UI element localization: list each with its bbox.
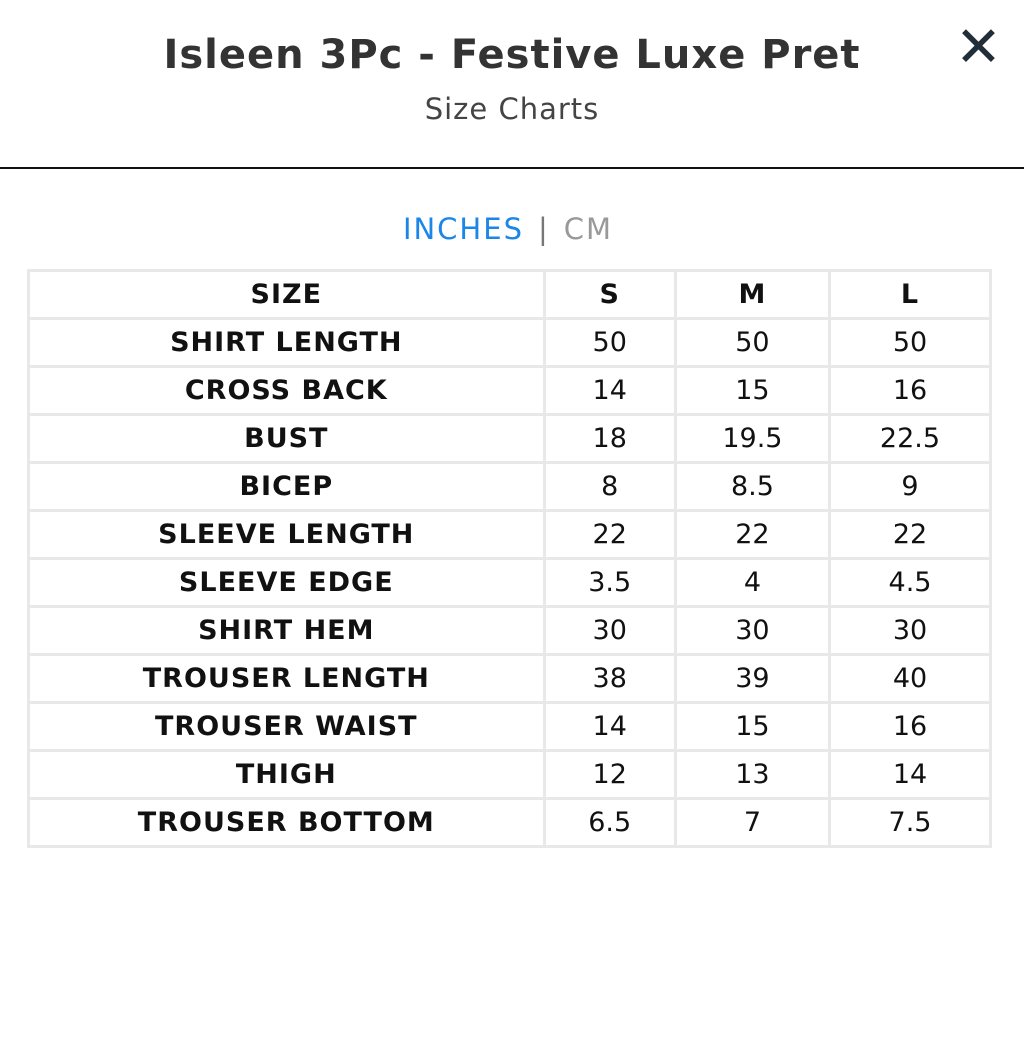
measurement-label: TROUSER BOTTOM: [27, 797, 546, 848]
table-row: BUST 18 19.5 22.5: [27, 413, 993, 464]
measurement-value: 13: [673, 749, 831, 800]
measurement-label: BUST: [27, 413, 546, 464]
measurement-value: 9: [827, 461, 993, 512]
measurement-value: 7.5: [827, 797, 993, 848]
measurement-value: 19.5: [673, 413, 831, 464]
measurement-value: 22: [542, 509, 677, 560]
unit-separator: |: [537, 212, 550, 246]
table-row: SLEEVE EDGE 3.5 4 4.5: [27, 557, 993, 608]
table-row: SHIRT LENGTH 50 50 50: [27, 317, 993, 368]
measurement-value: 30: [673, 605, 831, 656]
column-header: M: [673, 269, 831, 320]
measurement-label: SLEEVE LENGTH: [27, 509, 546, 560]
measurement-label: TROUSER LENGTH: [27, 653, 546, 704]
divider: [0, 167, 1024, 169]
measurement-value: 4.5: [827, 557, 993, 608]
measurement-value: 50: [542, 317, 677, 368]
close-icon[interactable]: ✕: [955, 15, 1002, 80]
measurement-value: 8.5: [673, 461, 831, 512]
page-subtitle: Size Charts: [424, 92, 600, 126]
measurement-value: 14: [542, 701, 677, 752]
measurement-value: 12: [542, 749, 677, 800]
measurement-value: 16: [827, 701, 993, 752]
measurement-value: 22: [827, 509, 993, 560]
measurement-value: 14: [827, 749, 993, 800]
table-row: CROSS BACK 14 15 16: [27, 365, 993, 416]
measurement-value: 30: [542, 605, 677, 656]
column-header: SIZE: [27, 269, 546, 320]
measurement-label: CROSS BACK: [27, 365, 546, 416]
measurement-label: SHIRT LENGTH: [27, 317, 546, 368]
measurement-value: 8: [542, 461, 677, 512]
measurement-label: BICEP: [27, 461, 546, 512]
unit-toggle: INCHES | CM: [0, 212, 1016, 246]
measurement-value: 14: [542, 365, 677, 416]
table-row: TROUSER LENGTH 38 39 40: [27, 653, 993, 704]
table-row: SHIRT HEM 30 30 30: [27, 605, 993, 656]
measurement-value: 6.5: [542, 797, 677, 848]
measurement-value: 22.5: [827, 413, 993, 464]
unit-cm-tab[interactable]: CM: [563, 212, 614, 246]
column-header: S: [542, 269, 677, 320]
measurement-value: 16: [827, 365, 993, 416]
measurement-label: SLEEVE EDGE: [27, 557, 546, 608]
measurement-value: 40: [827, 653, 993, 704]
measurement-value: 15: [673, 365, 831, 416]
column-header: L: [827, 269, 993, 320]
measurement-value: 38: [542, 653, 677, 704]
measurement-value: 7: [673, 797, 831, 848]
measurement-value: 39: [673, 653, 831, 704]
measurement-value: 18: [542, 413, 677, 464]
table-header-row: SIZE S M L: [27, 269, 993, 320]
measurement-label: TROUSER WAIST: [27, 701, 546, 752]
table-row: SLEEVE LENGTH 22 22 22: [27, 509, 993, 560]
measurement-label: THIGH: [27, 749, 546, 800]
measurement-value: 15: [673, 701, 831, 752]
measurement-value: 30: [827, 605, 993, 656]
measurement-value: 50: [827, 317, 993, 368]
table-row: BICEP 8 8.5 9: [27, 461, 993, 512]
measurement-value: 3.5: [542, 557, 677, 608]
measurement-value: 4: [673, 557, 831, 608]
table-row: THIGH 12 13 14: [27, 749, 993, 800]
unit-inches-tab[interactable]: INCHES: [402, 212, 524, 246]
size-chart-table: SIZE S M L SHIRT LENGTH 50 50 50 CROSS BACK 14 15 1…: [27, 269, 993, 848]
measurement-value: 22: [673, 509, 831, 560]
table-row: TROUSER WAIST 14 15 16: [27, 701, 993, 752]
measurement-label: SHIRT HEM: [27, 605, 546, 656]
table-row: TROUSER BOTTOM 6.5 7 7.5: [27, 797, 993, 848]
page-title: Isleen 3Pc - Festive Luxe Pret: [163, 32, 861, 78]
measurement-value: 50: [673, 317, 831, 368]
